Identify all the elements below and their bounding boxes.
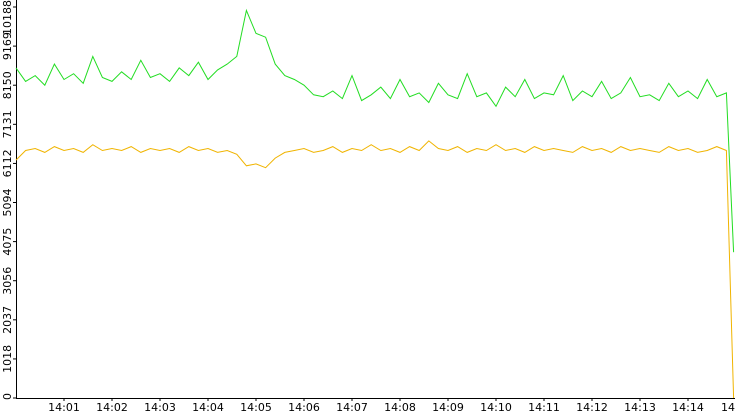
y-tick-label: 0 — [1, 393, 14, 400]
x-tick-label: 14:04 — [192, 401, 224, 414]
x-tick-label: 14:09 — [432, 401, 464, 414]
series-line — [15, 8, 735, 253]
y-tick-label: 5094 — [1, 189, 14, 217]
y-tick-label: 4075 — [1, 228, 14, 256]
y-tick-label: 8150 — [1, 71, 14, 99]
y-tick-label: 7131 — [1, 110, 14, 138]
x-tick-label: 14:08 — [384, 401, 416, 414]
x-tick-label: 14:05 — [240, 401, 272, 414]
y-tick-label: 2037 — [1, 306, 14, 334]
series-line — [15, 140, 735, 399]
x-tick-label: 14:02 — [96, 401, 128, 414]
x-tick-label: 14:13 — [624, 401, 656, 414]
x-tick-label: 14:10 — [480, 401, 512, 414]
y-tick-label: 9169 — [1, 32, 14, 60]
x-tick-label: 14 — [721, 401, 735, 414]
y-tick-label: 3056 — [1, 267, 14, 295]
x-tick-label: 14:14 — [672, 401, 704, 414]
x-tick-label: 14:06 — [288, 401, 320, 414]
x-tick-label: 14:12 — [576, 401, 608, 414]
y-tick-label: 6112 — [1, 149, 14, 177]
y-tick-label: 1018 — [1, 345, 14, 373]
x-tick-label: 14:03 — [144, 401, 176, 414]
x-tick-label: 14:07 — [336, 401, 368, 414]
y-tick-label: 10188 — [1, 0, 14, 35]
x-tick-label: 14:01 — [48, 401, 80, 414]
x-tick-label: 14:11 — [528, 401, 560, 414]
